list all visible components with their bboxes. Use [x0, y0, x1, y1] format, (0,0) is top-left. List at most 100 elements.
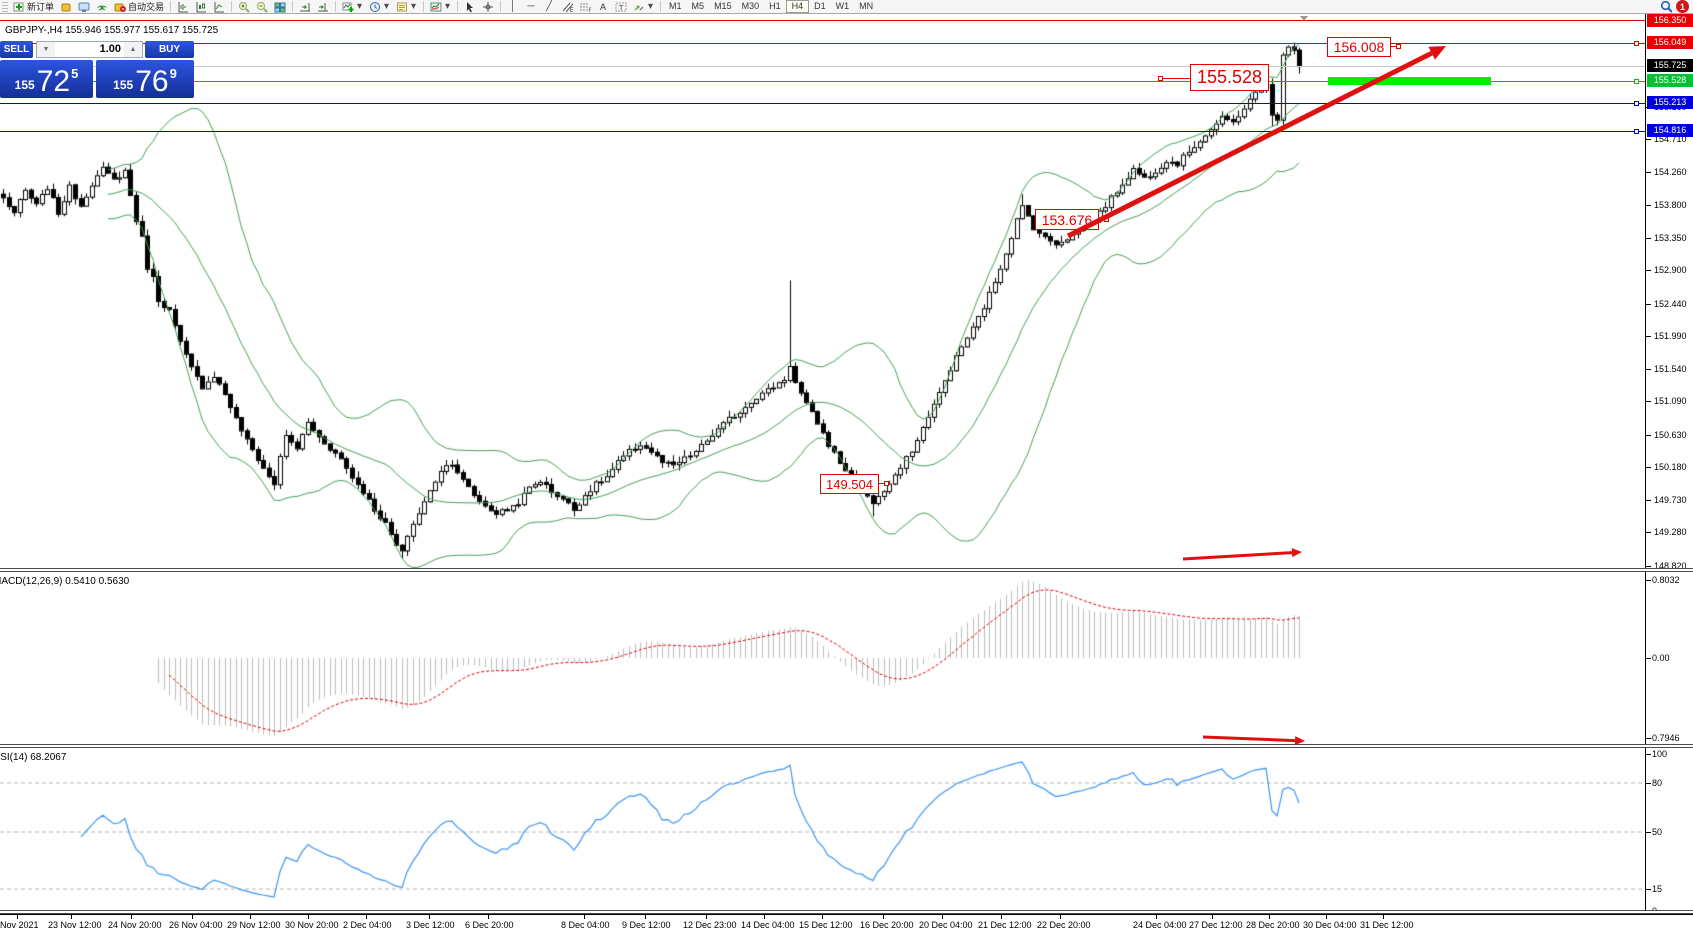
auto-scroll-button[interactable] [296, 0, 314, 13]
timeframe-button-m30[interactable]: M30 [741, 1, 760, 11]
channel-icon: E [561, 1, 574, 13]
horizontal-line-object[interactable] [0, 20, 1646, 21]
text-tool-button[interactable]: A [594, 0, 612, 13]
timeframe-button-d1[interactable]: D1 [814, 1, 826, 11]
toolbar-grip[interactable] [2, 1, 8, 12]
indicators-button[interactable]: ▾ [339, 0, 366, 13]
price-annotation-label[interactable]: 155.528 [1190, 64, 1269, 91]
price-tick-dash [1646, 566, 1651, 567]
templates-button[interactable]: ▾ [393, 0, 420, 13]
buy-price-button[interactable]: 155 76 9 [96, 60, 194, 98]
timeframe-button-m5[interactable]: M5 [691, 1, 705, 11]
horizontal-line-object[interactable] [0, 103, 1646, 104]
rsi-label: RSI(14) 68.2067 [0, 752, 67, 763]
macd-pane-separator[interactable] [0, 568, 1693, 572]
volume-increase-button[interactable]: ▲ [124, 42, 142, 57]
signal-button[interactable] [93, 0, 111, 13]
zoom-out-button[interactable] [253, 0, 271, 13]
rsi-scale-dash [1646, 889, 1651, 890]
toolbar: 新订单 自动交易 [0, 0, 1693, 14]
annotation-anchor-handle[interactable] [884, 481, 889, 486]
horizontal-line-object[interactable] [0, 43, 1646, 44]
horizontal-line-object[interactable] [0, 131, 1646, 132]
price-tick-label: 151.090 [1654, 396, 1687, 406]
timeframe-button-m15[interactable]: M15 [714, 1, 732, 11]
annotation-anchor-handle[interactable] [1158, 76, 1163, 81]
time-label: 24 Nov 20:00 [108, 920, 162, 930]
crosshair-button[interactable] [479, 0, 497, 13]
bar-chart-button[interactable] [174, 0, 192, 13]
candle-chart-button[interactable] [192, 0, 210, 13]
volume-decrease-button[interactable]: ▼ [37, 42, 55, 57]
fibonacci-tool-button[interactable]: F [576, 0, 594, 13]
macd-pane-canvas[interactable] [0, 572, 1646, 744]
line-handle[interactable] [1634, 41, 1639, 46]
candle-chart-icon [195, 1, 207, 13]
time-label: 27 Dec 12:00 [1189, 920, 1243, 930]
new-order-button[interactable]: 新订单 [10, 0, 57, 13]
arrows-tool-button[interactable]: ▾ [630, 0, 657, 13]
timeframe-button-mn[interactable]: MN [859, 1, 874, 11]
time-label: 31 Dec 12:00 [1360, 920, 1414, 930]
horizontal-line-object[interactable] [0, 81, 1646, 82]
sell-price-button[interactable]: 155 72 5 [0, 60, 93, 98]
label-tool-button[interactable]: T [612, 0, 630, 13]
timeframe-group: M1 M5 M15 M30 H1 H4 D1 W1 MN [664, 0, 878, 13]
chart-shift-marker[interactable] [1300, 16, 1308, 21]
price-annotation-label[interactable]: 156.008 [1327, 37, 1391, 57]
sell-button[interactable]: SELL [0, 41, 33, 58]
cursor-button[interactable] [461, 0, 479, 13]
market-watch-button[interactable] [75, 0, 93, 13]
timeframe-button-w1[interactable]: W1 [835, 1, 850, 11]
new-order-icon [13, 1, 25, 13]
timeframe-button-h1[interactable]: H1 [769, 1, 781, 11]
macd-label: MACD(12,26,9) 0.5410 0.5630 [0, 576, 130, 587]
volume-value[interactable]: 1.00 [99, 43, 121, 55]
time-tick [883, 915, 884, 919]
buy-button[interactable]: BUY [145, 41, 194, 58]
line-handle[interactable] [1634, 101, 1639, 106]
autotrading-button[interactable]: 自动交易 [111, 0, 167, 13]
profiles-button[interactable] [57, 0, 75, 13]
buy-price-point: 9 [169, 66, 177, 81]
arrows-icon [633, 1, 645, 13]
channel-tool-button[interactable]: E [558, 0, 576, 13]
time-axis[interactable]: Nov 2021 23 Nov 12:00 24 Nov 20:00 26 Nov 0… [0, 915, 1693, 937]
timeframe-button-m1[interactable]: M1 [669, 1, 682, 11]
sell-price-big-figure: 155 [14, 78, 35, 92]
text-icon: A [600, 1, 607, 12]
search-icon[interactable] [1660, 0, 1672, 13]
price-tag: 155.528 [1647, 74, 1693, 87]
green-band-object[interactable] [1328, 77, 1491, 85]
horizontal-line-object[interactable] [0, 66, 1646, 67]
rsi-pane-separator[interactable] [0, 744, 1693, 748]
buy-price-pips: 76 [135, 65, 169, 98]
time-label: 9 Dec 12:00 [622, 920, 671, 930]
time-tick [822, 915, 823, 919]
chart-shift-button[interactable] [314, 0, 332, 13]
vline-tool-button[interactable]: │ [504, 0, 522, 13]
price-tick-dash [1646, 369, 1651, 370]
periods-button[interactable]: ▾ [366, 0, 393, 13]
line-handle[interactable] [1634, 129, 1639, 134]
time-label: 16 Dec 20:00 [860, 920, 914, 930]
periods-clock-icon [369, 1, 381, 13]
zoom-in-button[interactable] [235, 0, 253, 13]
hline-tool-button[interactable]: ─ [522, 0, 540, 13]
price-tick-dash [1646, 172, 1651, 173]
price-annotation-label[interactable]: 149.504 [820, 474, 879, 494]
timeframe-button-h4[interactable]: H4 [785, 0, 810, 13]
annotation-anchor-handle[interactable] [1104, 217, 1109, 222]
macd-scale-bottom: -0.7946 [1649, 733, 1680, 743]
tile-windows-button[interactable] [271, 0, 289, 13]
line-handle[interactable] [1634, 79, 1639, 84]
chart-profile-button[interactable]: ▾ [427, 0, 454, 13]
notification-icon[interactable]: 1 [1676, 0, 1689, 13]
annotation-anchor-handle[interactable] [1396, 44, 1401, 49]
rsi-pane-canvas[interactable] [0, 748, 1646, 912]
trendline-tool-button[interactable]: ╱ [540, 0, 558, 13]
price-annotation-label[interactable]: 153.676 [1035, 209, 1099, 230]
line-chart-button[interactable] [210, 0, 228, 13]
time-label: 21 Dec 12:00 [978, 920, 1032, 930]
price-tick-dash [1646, 205, 1651, 206]
